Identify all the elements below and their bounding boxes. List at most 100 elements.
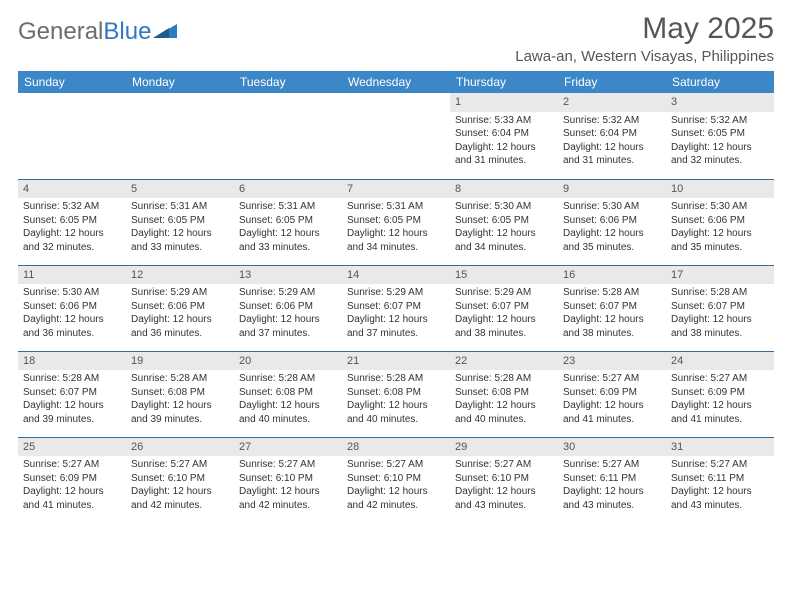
day-number: 23 — [558, 352, 666, 371]
sunrise-line: Sunrise: 5:29 AM — [239, 286, 337, 300]
daylight-line: Daylight: 12 hours and 38 minutes. — [455, 313, 553, 340]
sunset-line: Sunset: 6:07 PM — [23, 386, 121, 400]
day-number: 3 — [666, 93, 774, 112]
sunset-line: Sunset: 6:10 PM — [347, 472, 445, 486]
sunset-line: Sunset: 6:06 PM — [23, 300, 121, 314]
sunrise-line: Sunrise: 5:28 AM — [563, 286, 661, 300]
day-details: Sunrise: 5:27 AMSunset: 6:10 PMDaylight:… — [450, 456, 558, 516]
calendar-day-cell: 9Sunrise: 5:30 AMSunset: 6:06 PMDaylight… — [558, 179, 666, 265]
daylight-line: Daylight: 12 hours and 42 minutes. — [131, 485, 229, 512]
calendar-day-cell: 24Sunrise: 5:27 AMSunset: 6:09 PMDayligh… — [666, 351, 774, 437]
sunrise-line: Sunrise: 5:32 AM — [671, 114, 769, 128]
daylight-line: Daylight: 12 hours and 43 minutes. — [671, 485, 769, 512]
sunset-line: Sunset: 6:07 PM — [347, 300, 445, 314]
day-number: 7 — [342, 180, 450, 199]
sunset-line: Sunset: 6:06 PM — [239, 300, 337, 314]
day-details: Sunrise: 5:31 AMSunset: 6:05 PMDaylight:… — [234, 198, 342, 258]
day-details: Sunrise: 5:28 AMSunset: 6:08 PMDaylight:… — [342, 370, 450, 430]
sunset-line: Sunset: 6:08 PM — [239, 386, 337, 400]
header: GeneralBlue May 2025 Lawa-an, Western Vi… — [18, 12, 774, 65]
day-number: 12 — [126, 266, 234, 285]
sunrise-line: Sunrise: 5:27 AM — [563, 372, 661, 386]
sunrise-line: Sunrise: 5:27 AM — [671, 458, 769, 472]
day-number: 9 — [558, 180, 666, 199]
day-number: 29 — [450, 438, 558, 457]
day-number: 1 — [450, 93, 558, 112]
calendar-day-cell: 26Sunrise: 5:27 AMSunset: 6:10 PMDayligh… — [126, 437, 234, 523]
day-details: Sunrise: 5:30 AMSunset: 6:05 PMDaylight:… — [450, 198, 558, 258]
sunrise-line: Sunrise: 5:30 AM — [23, 286, 121, 300]
calendar-day-cell: 14Sunrise: 5:29 AMSunset: 6:07 PMDayligh… — [342, 265, 450, 351]
sunset-line: Sunset: 6:08 PM — [455, 386, 553, 400]
daylight-line: Daylight: 12 hours and 40 minutes. — [455, 399, 553, 426]
daylight-line: Daylight: 12 hours and 37 minutes. — [239, 313, 337, 340]
daylight-line: Daylight: 12 hours and 32 minutes. — [23, 227, 121, 254]
calendar-day-cell: 17Sunrise: 5:28 AMSunset: 6:07 PMDayligh… — [666, 265, 774, 351]
weekday-header: Wednesday — [342, 71, 450, 93]
daylight-line: Daylight: 12 hours and 36 minutes. — [23, 313, 121, 340]
daylight-line: Daylight: 12 hours and 34 minutes. — [455, 227, 553, 254]
day-details: Sunrise: 5:31 AMSunset: 6:05 PMDaylight:… — [126, 198, 234, 258]
daylight-line: Daylight: 12 hours and 41 minutes. — [23, 485, 121, 512]
sunrise-line: Sunrise: 5:30 AM — [563, 200, 661, 214]
day-details: Sunrise: 5:27 AMSunset: 6:11 PMDaylight:… — [558, 456, 666, 516]
calendar-day-cell: 31Sunrise: 5:27 AMSunset: 6:11 PMDayligh… — [666, 437, 774, 523]
sunset-line: Sunset: 6:10 PM — [131, 472, 229, 486]
sunset-line: Sunset: 6:05 PM — [671, 127, 769, 141]
calendar-day-cell: 16Sunrise: 5:28 AMSunset: 6:07 PMDayligh… — [558, 265, 666, 351]
sunset-line: Sunset: 6:08 PM — [131, 386, 229, 400]
day-details: Sunrise: 5:29 AMSunset: 6:07 PMDaylight:… — [342, 284, 450, 344]
day-details: Sunrise: 5:27 AMSunset: 6:10 PMDaylight:… — [234, 456, 342, 516]
daylight-line: Daylight: 12 hours and 40 minutes. — [239, 399, 337, 426]
sunrise-line: Sunrise: 5:32 AM — [563, 114, 661, 128]
sunset-line: Sunset: 6:09 PM — [671, 386, 769, 400]
day-number: 5 — [126, 180, 234, 199]
daylight-line: Daylight: 12 hours and 40 minutes. — [347, 399, 445, 426]
sunrise-line: Sunrise: 5:29 AM — [347, 286, 445, 300]
day-details: Sunrise: 5:27 AMSunset: 6:11 PMDaylight:… — [666, 456, 774, 516]
calendar-table: SundayMondayTuesdayWednesdayThursdayFrid… — [18, 71, 774, 523]
daylight-line: Daylight: 12 hours and 34 minutes. — [347, 227, 445, 254]
sunrise-line: Sunrise: 5:28 AM — [239, 372, 337, 386]
daylight-line: Daylight: 12 hours and 43 minutes. — [563, 485, 661, 512]
weekday-header-row: SundayMondayTuesdayWednesdayThursdayFrid… — [18, 71, 774, 93]
daylight-line: Daylight: 12 hours and 35 minutes. — [563, 227, 661, 254]
sunset-line: Sunset: 6:10 PM — [239, 472, 337, 486]
sunset-line: Sunset: 6:05 PM — [131, 214, 229, 228]
calendar-day-cell: 3Sunrise: 5:32 AMSunset: 6:05 PMDaylight… — [666, 93, 774, 179]
weekday-header: Friday — [558, 71, 666, 93]
sunrise-line: Sunrise: 5:28 AM — [131, 372, 229, 386]
day-details: Sunrise: 5:30 AMSunset: 6:06 PMDaylight:… — [558, 198, 666, 258]
calendar-body: 1Sunrise: 5:33 AMSunset: 6:04 PMDaylight… — [18, 93, 774, 523]
sunrise-line: Sunrise: 5:28 AM — [23, 372, 121, 386]
sunset-line: Sunset: 6:07 PM — [455, 300, 553, 314]
day-details: Sunrise: 5:28 AMSunset: 6:08 PMDaylight:… — [450, 370, 558, 430]
day-number: 22 — [450, 352, 558, 371]
calendar-day-cell: 4Sunrise: 5:32 AMSunset: 6:05 PMDaylight… — [18, 179, 126, 265]
day-number: 11 — [18, 266, 126, 285]
calendar-day-cell: 25Sunrise: 5:27 AMSunset: 6:09 PMDayligh… — [18, 437, 126, 523]
sunrise-line: Sunrise: 5:27 AM — [23, 458, 121, 472]
sunset-line: Sunset: 6:07 PM — [563, 300, 661, 314]
sunrise-line: Sunrise: 5:29 AM — [455, 286, 553, 300]
calendar-day-cell: 22Sunrise: 5:28 AMSunset: 6:08 PMDayligh… — [450, 351, 558, 437]
day-number: 25 — [18, 438, 126, 457]
sunset-line: Sunset: 6:06 PM — [563, 214, 661, 228]
sunset-line: Sunset: 6:10 PM — [455, 472, 553, 486]
calendar-day-cell: 18Sunrise: 5:28 AMSunset: 6:07 PMDayligh… — [18, 351, 126, 437]
day-number: 30 — [558, 438, 666, 457]
day-number: 20 — [234, 352, 342, 371]
calendar-week-row: 1Sunrise: 5:33 AMSunset: 6:04 PMDaylight… — [18, 93, 774, 179]
sunset-line: Sunset: 6:09 PM — [563, 386, 661, 400]
sunrise-line: Sunrise: 5:28 AM — [455, 372, 553, 386]
sunset-line: Sunset: 6:11 PM — [563, 472, 661, 486]
day-details: Sunrise: 5:27 AMSunset: 6:09 PMDaylight:… — [666, 370, 774, 430]
daylight-line: Daylight: 12 hours and 31 minutes. — [455, 141, 553, 168]
day-number: 28 — [342, 438, 450, 457]
day-number: 8 — [450, 180, 558, 199]
month-title: May 2025 — [515, 12, 774, 46]
calendar-day-cell: 29Sunrise: 5:27 AMSunset: 6:10 PMDayligh… — [450, 437, 558, 523]
calendar-day-cell: 19Sunrise: 5:28 AMSunset: 6:08 PMDayligh… — [126, 351, 234, 437]
day-number: 18 — [18, 352, 126, 371]
calendar-day-cell — [18, 93, 126, 179]
